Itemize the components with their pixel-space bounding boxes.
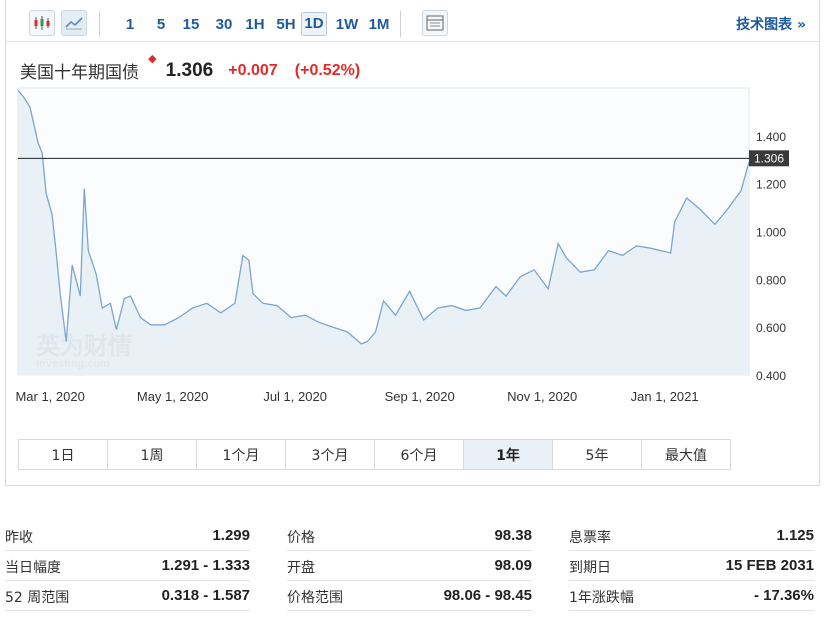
x-tick-label: Jul 1, 2020	[263, 389, 327, 404]
x-tick-label: Mar 1, 2020	[15, 389, 84, 404]
stat-label: 息票率	[569, 530, 611, 546]
stat-row: 到期日 15 FEB 2031	[569, 551, 814, 581]
range-2[interactable]: 1个月	[197, 440, 286, 469]
interval-30[interactable]: 30	[215, 16, 233, 33]
instrument-price: 1.306	[165, 59, 214, 81]
stat-value: 1.299	[212, 527, 250, 544]
instrument-name: 美国十年期国债	[20, 63, 139, 83]
interval-1m[interactable]: 1M	[368, 16, 390, 33]
y-tick-label: 0.800	[756, 273, 786, 287]
interval-1[interactable]: 1	[125, 16, 135, 33]
interval-15[interactable]: 15	[182, 16, 200, 33]
stat-label: 当日幅度	[5, 560, 61, 576]
stat-label: 开盘	[287, 560, 315, 576]
x-tick-label: Sep 1, 2020	[385, 389, 455, 404]
price-line	[17, 89, 750, 345]
table-view-icon[interactable]	[422, 10, 448, 36]
interval-1d[interactable]: 1D	[301, 12, 327, 36]
instrument-header: 美国十年期国债 ◆ 1.306 +0.007 (+0.52%)	[20, 52, 361, 84]
range-selector: 1日 1周 1个月 3个月 6个月 1年 5年 最大值	[18, 439, 731, 470]
range-0[interactable]: 1日	[19, 440, 108, 469]
candlestick-chart-icon[interactable]	[29, 10, 55, 36]
stats-column: 息票率 1.125 到期日 15 FEB 2031 1年涨跌幅 - 17.36%	[569, 521, 814, 611]
stat-value: 15 FEB 2031	[725, 557, 814, 574]
x-tick-label: May 1, 2020	[137, 389, 209, 404]
stat-row: 价格范围 98.06 - 98.45	[287, 581, 532, 611]
stat-row: 昨收 1.299	[5, 521, 250, 551]
y-tick-label: 1.200	[756, 178, 786, 192]
y-tick-label: 0.600	[756, 321, 786, 335]
interval-1w[interactable]: 1W	[335, 16, 359, 33]
line-chart-icon[interactable]	[61, 10, 87, 36]
interval-5[interactable]: 5	[156, 16, 166, 33]
stat-row: 1年涨跌幅 - 17.36%	[569, 581, 814, 611]
stat-label: 价格	[287, 530, 315, 546]
stat-value: - 17.36%	[753, 587, 814, 604]
stat-label: 1年涨跌幅	[569, 590, 634, 606]
range-6[interactable]: 5年	[553, 440, 642, 469]
toolbar-divider	[99, 11, 100, 37]
chart-toolbar: 1 5 15 30 1H 5H 1D 1W 1M 技术图表 »	[5, 6, 820, 42]
instrument-change-percent: (+0.52%)	[294, 61, 361, 79]
stats-column: 昨收 1.299 当日幅度 1.291 - 1.333 52 周范围 0.318 - 1.…	[5, 521, 250, 611]
y-tick-label: 0.400	[756, 369, 786, 383]
stat-label: 52 周范围	[5, 590, 70, 606]
range-3[interactable]: 3个月	[286, 440, 375, 469]
price-area	[18, 90, 749, 376]
stat-row: 开盘 98.09	[287, 551, 532, 581]
range-7[interactable]: 最大值	[642, 440, 730, 469]
x-tick-label: Nov 1, 2020	[507, 389, 577, 404]
star-icon[interactable]: ◆	[148, 52, 157, 65]
tech-chart-link[interactable]: 技术图表 »	[736, 17, 806, 33]
interval-1h[interactable]: 1H	[245, 16, 265, 33]
current-price-tag	[749, 150, 789, 167]
stats-column: 价格 98.38 开盘 98.09 价格范围 98.06 - 98.45	[287, 521, 532, 611]
stat-row: 当日幅度 1.291 - 1.333	[5, 551, 250, 581]
stat-value: 98.38	[494, 527, 532, 544]
price-chart[interactable]: 英为财情Investing.com0.4000.6000.8001.0001.2…	[0, 0, 825, 440]
stat-label: 到期日	[569, 560, 611, 576]
stat-value: 98.06 - 98.45	[443, 587, 532, 604]
range-1[interactable]: 1周	[108, 440, 197, 469]
interval-5h[interactable]: 5H	[276, 16, 296, 33]
stat-label: 价格范围	[287, 590, 343, 606]
stat-value: 1.125	[776, 527, 814, 544]
stat-row: 息票率 1.125	[569, 521, 814, 551]
current-price-label: 1.306	[754, 151, 784, 165]
range-4[interactable]: 6个月	[375, 440, 464, 469]
stat-row: 52 周范围 0.318 - 1.587	[5, 581, 250, 611]
stat-value: 1.291 - 1.333	[161, 557, 250, 574]
y-tick-label: 1.000	[756, 226, 786, 240]
instrument-change: +0.007	[228, 61, 278, 79]
y-tick-label: 1.400	[756, 130, 786, 144]
stat-value: 0.318 - 1.587	[161, 587, 250, 604]
toolbar-divider	[400, 11, 401, 37]
x-tick-label: Jan 1, 2021	[631, 389, 699, 404]
stat-row: 价格 98.38	[287, 521, 532, 551]
stat-value: 98.09	[494, 557, 532, 574]
stat-label: 昨收	[5, 530, 33, 546]
range-5[interactable]: 1年	[464, 440, 553, 469]
